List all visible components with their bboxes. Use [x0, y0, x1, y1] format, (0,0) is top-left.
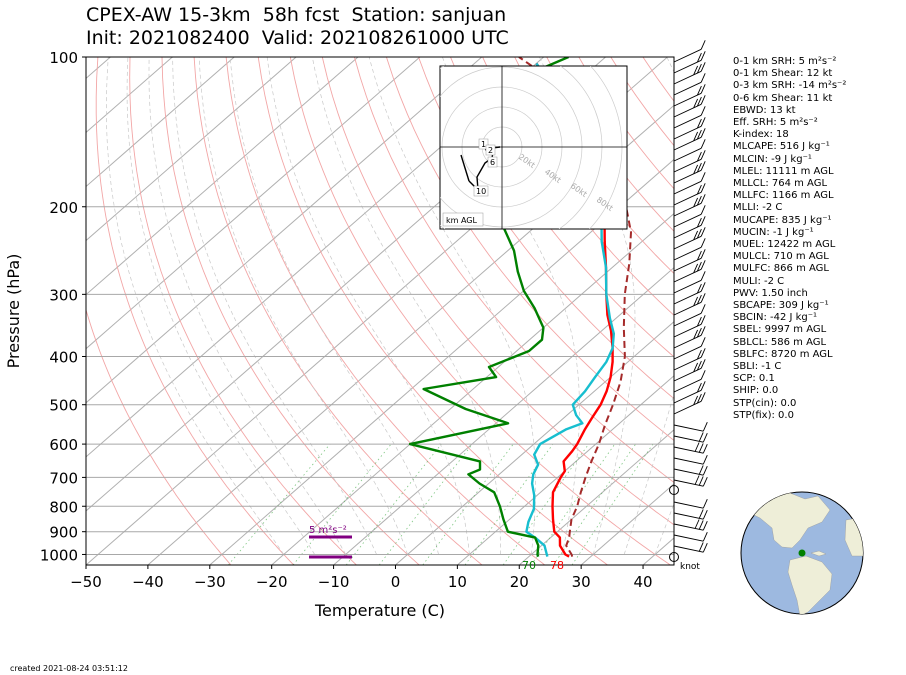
srh-label: 5 m²s⁻²	[309, 525, 347, 536]
mixing-ratio-line	[572, 444, 653, 565]
stat-row: STP(fix): 0.0	[733, 410, 846, 422]
x-tick-label: 20	[510, 573, 529, 591]
stat-row: SBLFC: 8720 m AGL	[733, 349, 846, 361]
moist-adiabat	[149, 57, 346, 555]
x-axis-label: Temperature (C)	[314, 601, 445, 620]
wind-barb	[674, 542, 707, 552]
x-tick-label: −20	[256, 573, 288, 591]
y-tick-label: 300	[49, 286, 78, 304]
y-tick-label: 500	[49, 397, 78, 415]
stat-row: MULCL: 710 m AGL	[733, 251, 846, 263]
wind-barb	[674, 532, 707, 541]
sounding-indices: 0-1 km SRH: 5 m²s⁻² 0-1 km Shear: 12 kt 0-…	[733, 56, 846, 422]
wind-unit-label: knot	[680, 562, 700, 572]
x-tick-label: 0	[391, 573, 401, 591]
stat-row: SCP: 0.1	[733, 373, 846, 385]
moist-adiabat	[106, 57, 283, 555]
stat-row: STP(cin): 0.0	[733, 398, 846, 410]
moist-adiabat	[267, 57, 469, 555]
x-tick-label: −30	[194, 573, 226, 591]
stat-row: SBLI: -1 C	[733, 361, 846, 373]
stat-row: PWV: 1.50 inch	[733, 288, 846, 300]
surface-dewpoint-label: 70	[522, 559, 536, 572]
stat-row: K-index: 18	[733, 129, 846, 141]
wind-barb	[674, 499, 707, 508]
y-axis-label: Pressure (hPa)	[4, 254, 23, 369]
stat-row: MULFC: 866 m AGL	[733, 263, 846, 275]
wind-barb	[674, 476, 707, 487]
isotherm	[0, 57, 296, 565]
stat-row: SBCIN: -42 J kg⁻¹	[733, 312, 846, 324]
x-tick-label: 10	[448, 573, 467, 591]
stat-row: MLLI: -2 C	[733, 202, 846, 214]
wind-barb	[674, 40, 705, 62]
mixing-ratio-line	[293, 444, 391, 565]
stat-row: SHIP: 0.0	[733, 385, 846, 397]
x-tick-label: −40	[132, 573, 164, 591]
stat-row: Eff. SRH: 5 m²s⁻²	[733, 117, 846, 129]
stat-row: 0-6 km Shear: 11 kt	[733, 93, 846, 105]
dry-adiabat	[130, 57, 357, 565]
y-tick-label: 600	[49, 436, 78, 454]
isotherm	[0, 57, 234, 565]
hodo-footer-label: km AGL	[446, 216, 478, 225]
stat-row: 0-1 km Shear: 12 kt	[733, 68, 846, 80]
dry-adiabat	[899, 57, 906, 565]
stat-row: 0-1 km SRH: 5 m²s⁻²	[733, 56, 846, 68]
srh-marker: 5 m²s⁻²	[309, 525, 352, 557]
x-tick-label: −10	[318, 573, 350, 591]
hodo-height-label: 10	[476, 187, 486, 196]
wind-barb	[674, 465, 707, 475]
y-tick-label: 400	[49, 349, 78, 367]
x-tick-label: 30	[572, 573, 591, 591]
y-tick-label: 200	[49, 199, 78, 217]
stat-row: 0-3 km SRH: -14 m²s⁻²	[733, 80, 846, 92]
y-tick-label: 800	[49, 498, 78, 516]
y-tick-label: 700	[49, 469, 78, 487]
stat-row: MLCIN: -9 J kg⁻¹	[733, 154, 846, 166]
y-tick-label: 900	[49, 524, 78, 542]
stat-row: EBWD: 13 kt	[733, 105, 846, 117]
isotherm	[0, 57, 420, 565]
wind-barb	[674, 443, 707, 454]
stat-row: SBEL: 9997 m AGL	[733, 324, 846, 336]
wind-barb	[674, 455, 707, 464]
stat-row: MUCAPE: 835 J kg⁻¹	[733, 215, 846, 227]
wind-barb	[674, 509, 707, 519]
station-marker	[799, 550, 806, 557]
isotherm	[148, 57, 729, 565]
stat-row: SBLCL: 586 m AGL	[733, 337, 846, 349]
stat-row: MLCAPE: 516 J kg⁻¹	[733, 141, 846, 153]
stat-row: MLEL: 11111 m AGL	[733, 166, 846, 178]
dry-adiabat	[96, 57, 294, 565]
moist-adiabat	[199, 57, 407, 555]
wind-barbs	[674, 40, 707, 552]
wind-barb	[674, 422, 707, 431]
dry-adiabat	[867, 57, 906, 565]
x-tick-label: −50	[70, 573, 102, 591]
stat-row: MULI: -2 C	[733, 276, 846, 288]
hodo-height-label: 1	[481, 140, 486, 149]
mixing-ratio-line	[346, 444, 441, 565]
hodo-height-label: 2	[488, 146, 493, 155]
stat-row: MLLCL: 764 m AGL	[733, 178, 846, 190]
stat-row: MUEL: 12422 m AGL	[733, 239, 846, 251]
wind-barb	[674, 520, 707, 531]
locator-globe	[741, 492, 865, 616]
stat-row: MUCIN: -1 J kg⁻¹	[733, 227, 846, 239]
y-tick-label: 100	[49, 49, 78, 67]
created-timestamp: created 2021-08-24 03:51:12	[10, 664, 128, 673]
stat-row: MLLFC: 1166 m AGL	[733, 190, 846, 202]
isotherm	[0, 57, 482, 565]
x-tick-label: 40	[634, 573, 653, 591]
y-tick-label: 1000	[40, 546, 78, 564]
stat-row: SBCAPE: 309 J kg⁻¹	[733, 300, 846, 312]
moist-adiabat	[127, 57, 315, 555]
wind-barb	[674, 432, 707, 442]
dry-adiabat	[61, 57, 231, 565]
surface-temperature-label: 78	[550, 559, 564, 572]
hodo-height-label: 6	[490, 158, 495, 167]
